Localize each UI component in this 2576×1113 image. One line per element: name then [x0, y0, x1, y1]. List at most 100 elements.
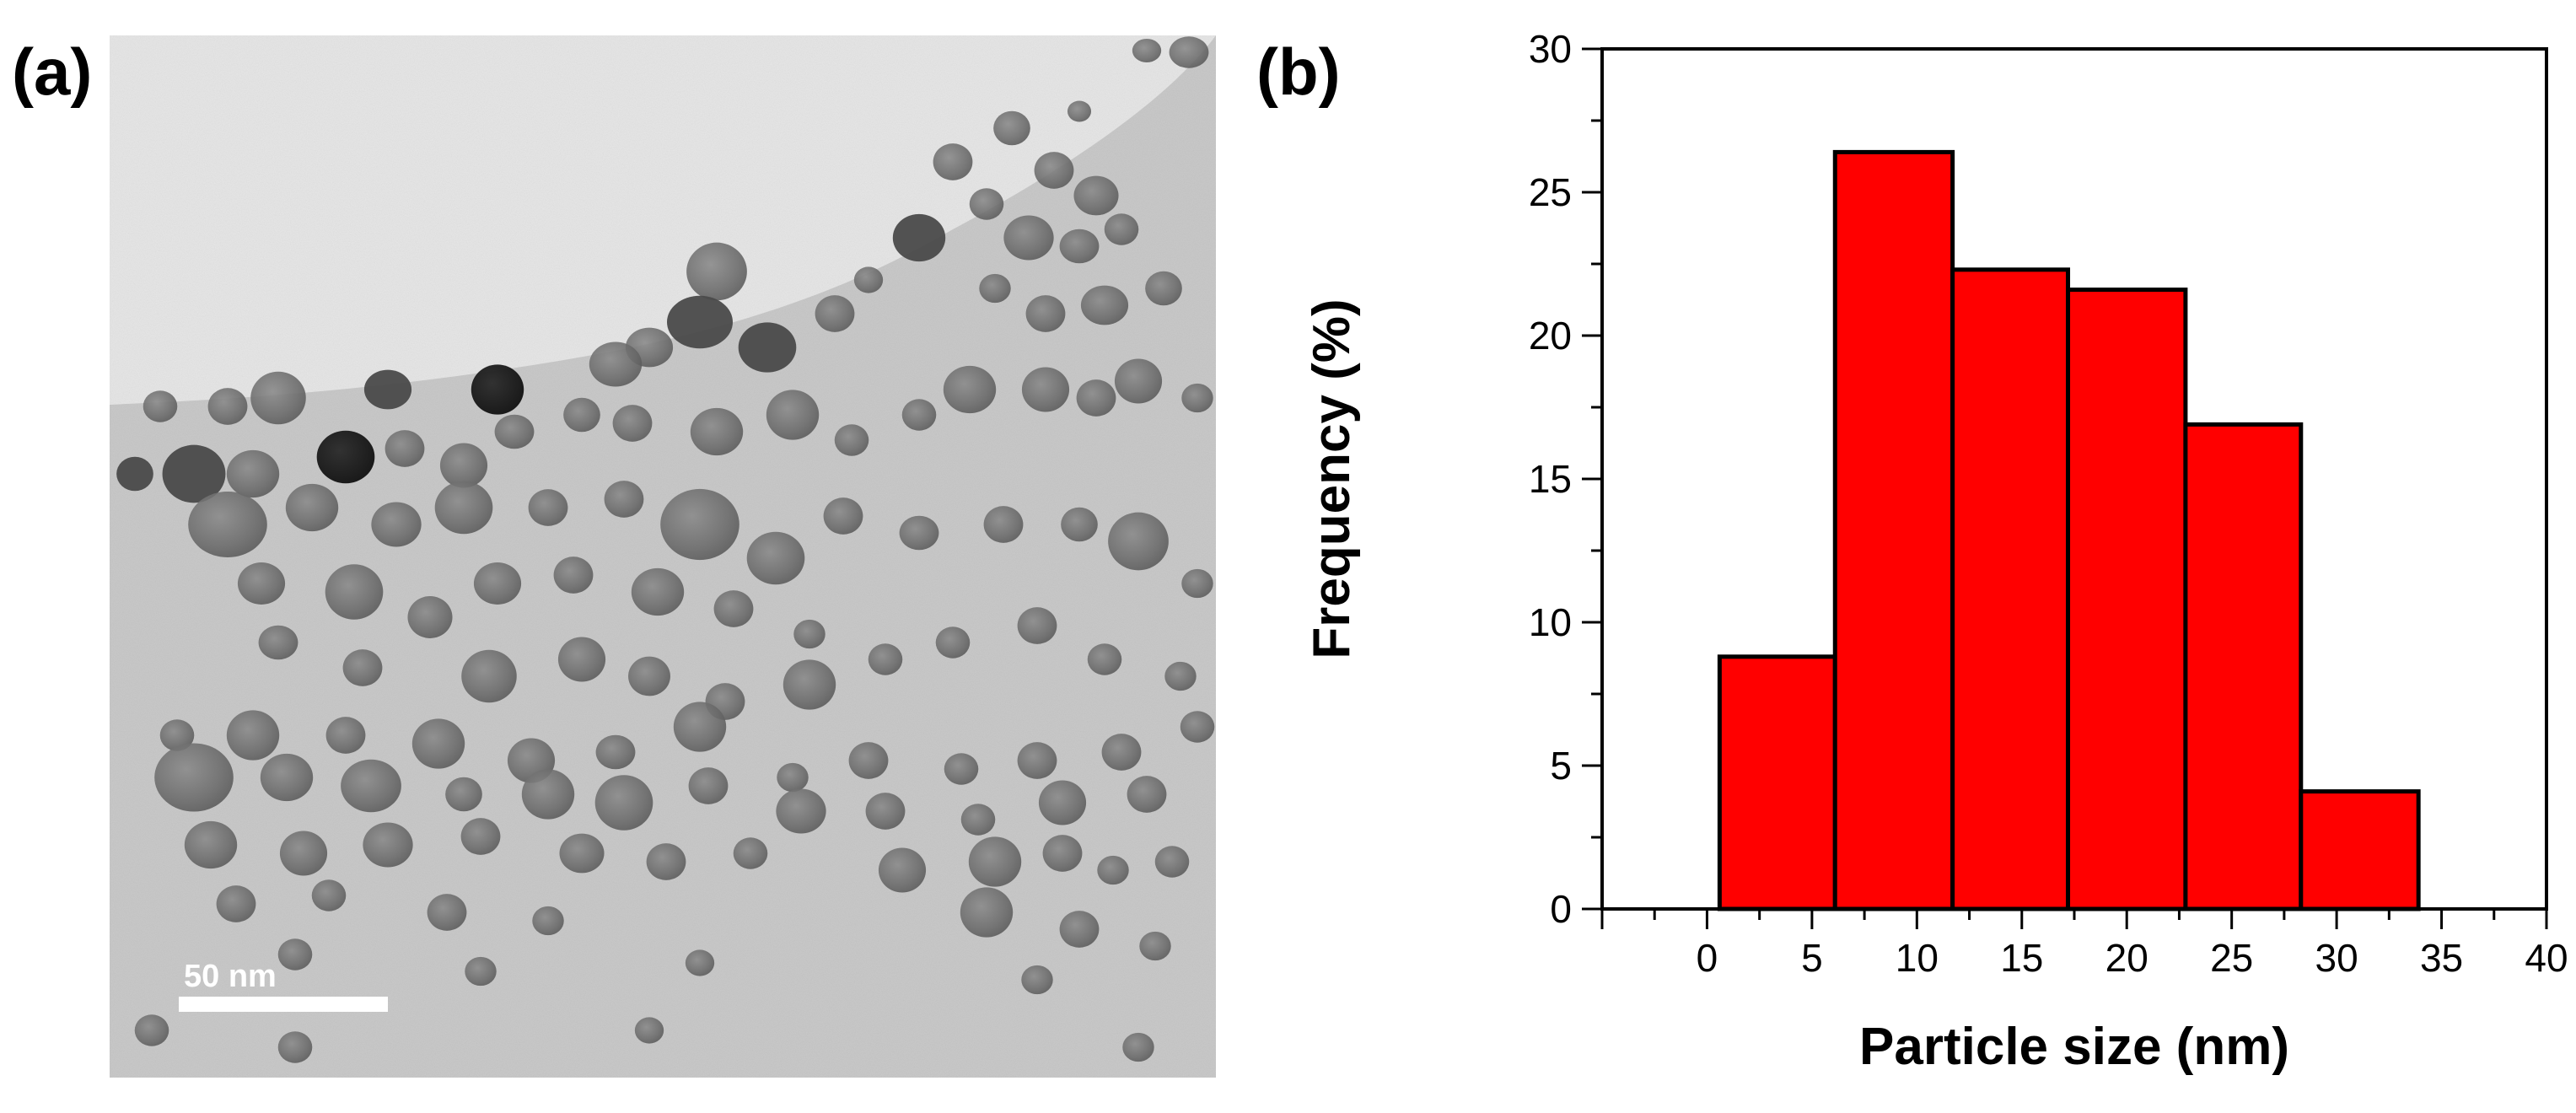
nanoparticle — [1034, 152, 1074, 189]
nanoparticle — [853, 266, 884, 293]
nanoparticle — [532, 906, 564, 936]
nanoparticle — [1180, 711, 1215, 743]
nanoparticle — [1021, 965, 1053, 995]
nanoparticle — [563, 397, 600, 433]
nanoparticle — [162, 444, 226, 503]
nanoparticle — [411, 718, 465, 769]
nanoparticle — [471, 364, 524, 415]
nanoparticle — [901, 399, 937, 431]
vacuum-region — [110, 35, 1216, 405]
x-axis-label: Particle size (nm) — [1859, 1018, 2289, 1076]
nanoparticle — [363, 369, 412, 410]
nanoparticle — [1025, 295, 1066, 332]
nanoparticle — [673, 702, 727, 752]
nanoparticle — [439, 443, 488, 488]
nanoparticle — [1127, 776, 1167, 813]
x-tick-label: 40 — [2525, 936, 2568, 980]
nanoparticle — [823, 497, 863, 535]
nanoparticle — [776, 788, 826, 834]
nanoparticle — [1139, 931, 1171, 961]
nanoparticle — [848, 742, 889, 779]
nanoparticle — [1145, 271, 1182, 306]
nanoparticle — [1114, 358, 1163, 404]
nanoparticle — [685, 949, 715, 976]
nanoparticle — [363, 822, 413, 868]
nanoparticle — [494, 414, 535, 449]
nanoparticle — [207, 388, 248, 425]
nanoparticle — [473, 562, 522, 605]
x-tick-label: 30 — [2315, 936, 2358, 980]
y-tick-label: 30 — [1529, 27, 1572, 71]
nanoparticle — [1038, 780, 1087, 825]
nanoparticle — [1017, 607, 1057, 644]
nanoparticle — [325, 717, 366, 754]
nanoparticle — [184, 820, 238, 869]
nanoparticle — [143, 390, 178, 422]
y-tick-label: 20 — [1529, 314, 1572, 358]
nanoparticle — [1122, 1032, 1154, 1062]
nanoparticle — [595, 734, 636, 770]
nanoparticle — [216, 885, 256, 922]
nanoparticle — [1021, 367, 1070, 412]
nanoparticle — [557, 637, 606, 682]
nanoparticle — [434, 481, 493, 535]
y-tick-label: 0 — [1550, 887, 1572, 931]
nanoparticle — [899, 515, 939, 551]
y-axis-label: Frequency (%) — [1303, 298, 1361, 659]
nanoparticle — [341, 759, 401, 813]
nanoparticle — [559, 833, 605, 874]
nanoparticle — [279, 831, 328, 876]
histogram-bar — [2299, 789, 2421, 911]
nanoparticle — [407, 596, 453, 638]
nanoparticle — [589, 341, 643, 387]
nanoparticle — [733, 837, 768, 869]
nanoparticle — [686, 242, 747, 301]
nanoparticle — [311, 879, 347, 911]
nanoparticle — [1164, 661, 1197, 691]
nanoparticle — [878, 847, 927, 893]
nanoparticle — [226, 710, 280, 761]
nanoparticle — [134, 1014, 169, 1046]
x-tick-label: 25 — [2210, 936, 2253, 980]
nanoparticle — [1076, 379, 1116, 417]
nanoparticle — [667, 295, 733, 349]
nanoparticle — [371, 502, 422, 547]
nanoparticle — [746, 531, 805, 585]
nanoparticle — [594, 775, 653, 831]
x-tick-label: 20 — [2105, 936, 2148, 980]
nanoparticle — [713, 590, 754, 627]
nanoparticle — [960, 804, 996, 836]
nanoparticle — [1181, 383, 1213, 413]
nanoparticle — [325, 564, 384, 620]
y-tick-label: 25 — [1529, 170, 1572, 214]
nanoparticle — [260, 753, 314, 802]
nanoparticle — [1108, 512, 1169, 571]
histogram-bar — [1832, 149, 1955, 911]
nanoparticle — [250, 371, 306, 425]
nanoparticle — [159, 719, 195, 751]
histogram-chart: 0 5 10 15 20 25 30 35 40 0 5 10 15 20 25 30 Particle si… — [1303, 27, 2568, 1076]
nanoparticle — [316, 430, 375, 484]
nanoparticle — [465, 956, 497, 987]
nanoparticle — [935, 626, 971, 659]
nanoparticle — [793, 619, 826, 649]
histogram-bar — [1717, 654, 1837, 911]
y-tick-label: 5 — [1550, 744, 1572, 788]
nanoparticle — [979, 273, 1011, 304]
nanoparticle — [1042, 835, 1083, 872]
nanoparticle — [1073, 175, 1119, 216]
nanoparticle — [1104, 213, 1139, 245]
nanoparticle — [258, 625, 298, 660]
bars — [1717, 149, 2421, 911]
nanoparticle — [738, 322, 797, 373]
nanoparticle — [1017, 742, 1057, 779]
nanoparticle — [943, 365, 997, 414]
nanoparticle — [834, 424, 869, 456]
nanoparticle — [342, 649, 383, 686]
nanoparticle — [1101, 734, 1142, 771]
x-tick-label: 5 — [1801, 936, 1823, 980]
y-tick-label: 10 — [1529, 600, 1572, 644]
nanoparticles — [116, 36, 1215, 1063]
nanoparticle — [969, 188, 1004, 220]
nanoparticle — [815, 295, 855, 332]
